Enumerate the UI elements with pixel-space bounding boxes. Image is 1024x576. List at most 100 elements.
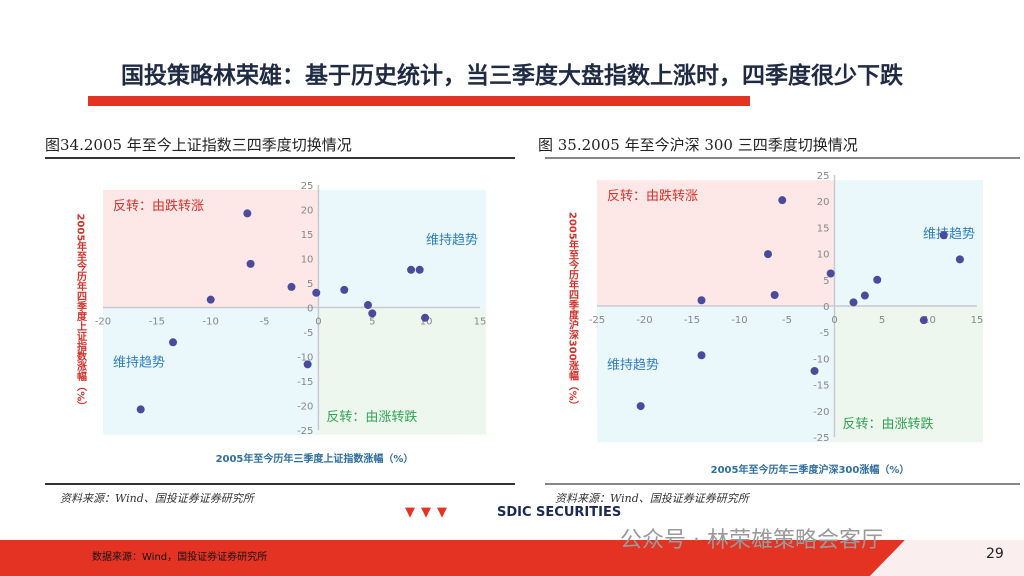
y-tick-label: -25 [813, 433, 829, 444]
logo-text: SDIC SECURITIES [497, 505, 622, 520]
x-tick-label: 15 [971, 315, 984, 326]
x-tick-label: -20 [636, 315, 652, 326]
y-tick-label: 25 [817, 171, 830, 182]
x-tick-label: 5 [879, 315, 885, 326]
data-point [368, 309, 377, 318]
x-tick-label: 5 [369, 317, 375, 328]
quadrant-bottom-right [834, 306, 983, 443]
quadrant-bottom-left [597, 306, 835, 443]
quadrant-bottom-left [103, 307, 319, 435]
y-tick-label: 15 [817, 223, 830, 234]
y-tick-label: -5 [303, 328, 313, 339]
x-tick-label: -15 [149, 317, 165, 328]
chart-1-title-rule [45, 157, 515, 159]
data-point [169, 338, 178, 347]
quadrant-label-bottom-right: 反转：由涨转跌 [326, 409, 417, 425]
chart-1-source: 资料来源：Wind、国投证券证券研究所 [60, 492, 254, 505]
data-point [206, 295, 215, 304]
quadrant-label-bottom-left: 维持趋势 [113, 354, 165, 370]
data-point [246, 259, 255, 268]
data-point [955, 255, 964, 264]
page-number: 29 [986, 546, 1004, 562]
y-tick-label: 0 [823, 302, 829, 313]
data-point [939, 231, 948, 240]
data-point [407, 265, 416, 274]
quadrant-label-top-left: 反转：由跌转涨 [607, 188, 698, 204]
data-point [312, 288, 321, 297]
y-tick-label: 15 [301, 230, 314, 241]
data-point [340, 285, 349, 294]
y-tick-label: 0 [307, 304, 313, 315]
chart-1-source-rule [45, 483, 515, 485]
y-tick-label: 25 [301, 181, 314, 192]
chart-2-scatter: -25 -20 -15 -10 -5 0 5 10 152520151050-5-10-15-2… [567, 171, 984, 476]
y-tick-label: -15 [297, 377, 313, 388]
y-tick-label: -10 [813, 354, 829, 365]
data-point [810, 366, 819, 375]
y-tick-label: -20 [813, 407, 829, 418]
page-title: 国投策略林荣雄：基于历史统计，当三季度大盘指数上涨时，四季度很少下跌 [121, 63, 903, 89]
x-tick-label: -15 [684, 315, 700, 326]
x-axis-label: 2005年至今历年三季度上证指数涨幅（%） [216, 452, 414, 465]
data-point [826, 269, 835, 278]
quadrant-label-top-left: 反转：由跌转涨 [113, 198, 204, 214]
data-point [849, 298, 858, 307]
logo-mark: ▼▼▼ [405, 505, 453, 520]
data-point [636, 402, 645, 411]
data-point [421, 313, 430, 322]
chart-2-title-rule [545, 157, 1020, 159]
data-point [697, 296, 706, 305]
data-point [860, 291, 869, 300]
x-tick-label: -5 [260, 317, 270, 328]
quadrant-label-top-right: 维持趋势 [426, 232, 478, 248]
x-tick-label: -10 [203, 317, 219, 328]
watermark: 公众号 · 林荣雄策略会客厅 [620, 528, 883, 553]
data-point [415, 265, 424, 274]
footer-band [0, 540, 1024, 576]
quadrant-top-left [597, 180, 835, 306]
x-tick-label: -20 [95, 317, 111, 328]
y-tick-label: 10 [301, 255, 314, 266]
x-tick-label: -10 [731, 315, 747, 326]
y-tick-label: 20 [301, 206, 314, 217]
chart-2-source-rule [545, 483, 1020, 485]
x-tick-label: 10 [923, 315, 936, 326]
y-tick-label: 10 [817, 250, 830, 261]
y-tick-label: -20 [297, 402, 313, 413]
footer-source: 数据来源：Wind，国投证券证券研究所 [92, 552, 268, 563]
quadrant-label-bottom-left: 维持趋势 [607, 357, 659, 373]
y-tick-label: -5 [820, 328, 830, 339]
quadrant-label-bottom-right: 反转：由涨转跌 [843, 416, 934, 432]
data-point [697, 351, 706, 360]
quadrant-bottom-right [318, 307, 486, 435]
data-point [287, 282, 296, 291]
x-tick-label: -5 [782, 315, 792, 326]
x-tick-label: 0 [315, 317, 321, 328]
y-tick-label: 5 [307, 279, 313, 290]
chart-1-title: 图34.2005 年至今上证指数三四季度切换情况 [45, 136, 352, 154]
chart-2-source: 资料来源：Wind、国投证券证券研究所 [555, 492, 749, 505]
x-axis-label: 2005年至今历年三季度沪深300涨幅（%） [711, 463, 910, 476]
y-tick-label: -25 [297, 426, 313, 437]
x-tick-label: 10 [420, 317, 433, 328]
title-underline-bar [88, 96, 750, 106]
data-point [764, 250, 772, 259]
x-tick-label: -25 [589, 315, 605, 326]
y-axis-label: 2005年至今历年四季度上证指数涨幅（%） [75, 213, 88, 411]
y-tick-label: -15 [813, 381, 829, 392]
data-point [363, 301, 372, 310]
x-tick-label: 15 [474, 317, 487, 328]
y-tick-label: -10 [297, 353, 313, 364]
y-tick-label: 20 [817, 197, 830, 208]
data-point [919, 316, 928, 325]
y-axis-label: 2005年至今历年四季度沪深300涨幅（%） [567, 212, 580, 411]
data-point [778, 196, 787, 205]
y-tick-label: 5 [823, 276, 829, 287]
data-point [243, 209, 252, 218]
chart-1-scatter: -20 -15 -10 -5 0 5 10 152520151050-5-10-15-20-2… [75, 181, 487, 465]
quadrant-label-top-right: 维持趋势 [923, 226, 975, 242]
x-tick-label: 0 [831, 315, 837, 326]
data-point [136, 405, 145, 414]
chart-2-title: 图 35.2005 年至今沪深 300 三四季度切换情况 [538, 136, 858, 154]
data-point [303, 360, 312, 369]
